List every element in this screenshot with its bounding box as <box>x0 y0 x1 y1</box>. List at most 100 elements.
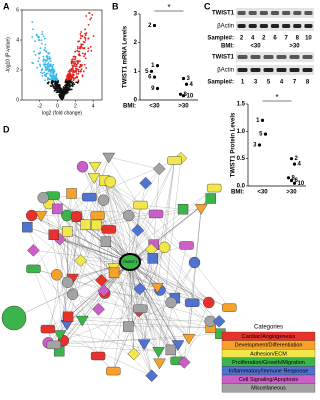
edge <box>63 272 115 341</box>
volcano-dot <box>87 50 89 53</box>
node <box>48 229 59 240</box>
edge <box>63 310 140 341</box>
volcano-dot <box>70 62 73 65</box>
node <box>212 315 226 328</box>
group-title: BMI: <box>231 190 244 196</box>
volcano-dot <box>67 78 70 81</box>
volcano-dot <box>71 68 74 71</box>
edge <box>48 338 189 343</box>
volcano-dot <box>71 58 73 61</box>
legend-label: Development/Differentiation <box>235 343 303 349</box>
blot-band <box>289 55 300 59</box>
volcano-dot <box>31 21 34 23</box>
node <box>61 209 73 222</box>
edge <box>56 274 104 291</box>
node <box>145 369 158 382</box>
volcano-dot <box>87 47 90 50</box>
edge <box>113 326 129 372</box>
volcano-dot <box>47 72 49 75</box>
volcano-dot <box>79 47 81 50</box>
volcano-dot <box>47 66 50 68</box>
volcano-dot <box>66 87 68 90</box>
node <box>177 356 191 369</box>
edge <box>27 227 69 317</box>
blot-band <box>237 11 246 15</box>
volcano-dot <box>44 50 47 52</box>
node <box>131 224 145 237</box>
volcano-dot <box>82 70 85 73</box>
data-point <box>152 75 157 79</box>
volcano-dot <box>41 33 43 36</box>
y-axis-label: TWIST1 Protein Levels <box>231 112 237 177</box>
edge <box>103 290 172 303</box>
volcano-dot <box>51 81 54 84</box>
edge <box>108 168 160 230</box>
volcano-dot <box>38 52 41 55</box>
node <box>222 303 237 312</box>
volcano-dot <box>52 80 55 83</box>
volcano-dot <box>75 73 78 75</box>
legend-label: Miscellaneous <box>251 386 286 392</box>
y-tick-label: 4 <box>16 37 19 43</box>
volcano-dot <box>48 52 51 55</box>
point-label: 1 <box>151 63 155 69</box>
sample-label: 3 <box>254 80 258 86</box>
volcano-dot <box>87 37 90 40</box>
volcano-dot <box>64 80 67 83</box>
blot-band <box>248 24 257 28</box>
volcano-dot <box>72 65 74 68</box>
volcano-dot <box>39 47 42 49</box>
significance: * <box>167 3 170 12</box>
volcano-dot <box>50 78 53 80</box>
blot-band <box>289 68 300 72</box>
edge <box>53 156 109 235</box>
edge <box>66 215 171 351</box>
blot-band <box>237 55 248 59</box>
node <box>62 311 74 323</box>
volcano-dot <box>44 47 47 49</box>
edge <box>53 234 179 345</box>
node <box>66 288 79 300</box>
volcano-dot <box>51 74 54 77</box>
volcano-dot <box>36 66 39 69</box>
data-point <box>257 143 262 147</box>
blot-band <box>237 24 246 28</box>
volcano-dot <box>68 75 71 78</box>
blot-label: TWIST1 <box>212 55 235 61</box>
blot-band <box>293 11 302 15</box>
data-point <box>289 178 294 183</box>
y-axis-label: -log10 (P-value) <box>5 37 11 73</box>
group-title: BMI: <box>221 44 234 50</box>
volcano-dot <box>43 71 46 74</box>
node <box>127 347 141 361</box>
legend-label: Cardiac/Angiogenesis <box>242 334 296 340</box>
blot-band <box>248 11 257 15</box>
volcano-dot <box>65 75 68 78</box>
edge <box>157 160 175 288</box>
point-label: 3 <box>253 143 257 149</box>
volcano-dot <box>74 57 77 60</box>
node <box>75 315 89 327</box>
node <box>26 264 41 274</box>
node <box>34 211 48 222</box>
volcano-dot <box>37 60 40 63</box>
volcano-dot <box>79 69 82 72</box>
edge <box>153 168 160 245</box>
edge <box>67 282 134 355</box>
volcano-dot <box>55 77 58 80</box>
edge <box>57 208 68 325</box>
volcano-dot <box>72 60 74 63</box>
volcano-dot <box>49 64 51 66</box>
volcano-dot <box>64 81 67 84</box>
volcano-dot <box>63 90 66 93</box>
volcano-dot <box>74 76 77 79</box>
edge <box>56 274 64 341</box>
edge <box>151 338 189 376</box>
volcano-dot <box>70 60 73 63</box>
node <box>27 244 40 257</box>
volcano-dot <box>77 69 80 71</box>
node <box>179 241 194 250</box>
node <box>147 253 158 264</box>
x-axis-label: log2 (fold change) <box>42 110 82 116</box>
edge <box>27 227 131 263</box>
